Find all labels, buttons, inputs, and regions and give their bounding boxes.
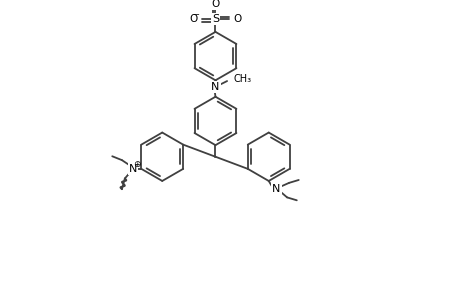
Text: O: O	[211, 0, 219, 9]
Text: O: O	[233, 14, 241, 24]
Text: −: −	[191, 10, 198, 19]
Text: ⊕: ⊕	[132, 160, 140, 169]
Text: N: N	[211, 82, 219, 92]
Text: S: S	[212, 14, 218, 24]
Text: N: N	[128, 164, 136, 174]
Text: O: O	[189, 14, 197, 24]
Text: CH₃: CH₃	[233, 74, 252, 84]
Text: N: N	[272, 184, 280, 194]
